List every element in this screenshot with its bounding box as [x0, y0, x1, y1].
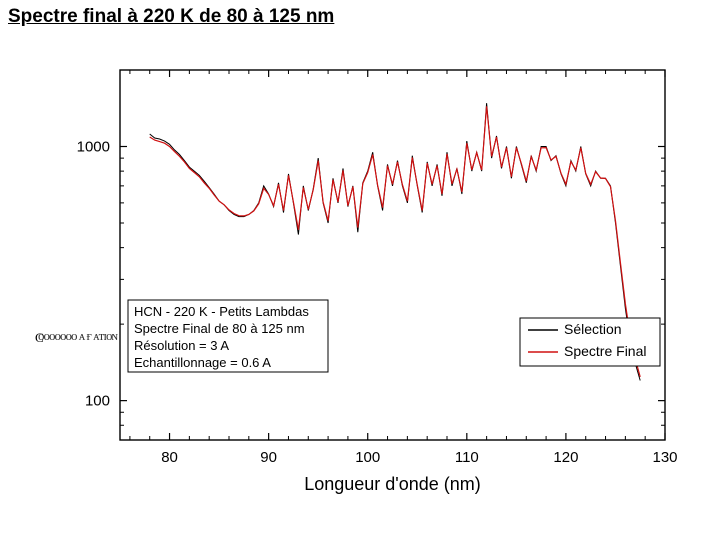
y-axis-label-overlap2: ᴏᴏᴏᴏᴏᴏᴏ ᴀ ғ ᴀᴛɪᴏɴ [38, 328, 118, 343]
legend-label: Spectre Final [564, 343, 646, 359]
x-tick-label: 80 [161, 449, 178, 466]
info-box-line: Spectre Final de 80 à 125 nm [134, 321, 305, 336]
info-box-line: Echantillonnage = 0.6 A [134, 355, 271, 370]
info-box-line: Résolution = 3 A [134, 338, 229, 353]
x-tick-label: 110 [455, 449, 479, 466]
page-title: Spectre final à 220 K de 80 à 125 nm [8, 6, 334, 28]
x-axis-label: Longueur d'onde (nm) [304, 474, 481, 494]
y-tick-label: 1000 [77, 139, 110, 156]
legend-label: Sélection [564, 321, 622, 337]
x-tick-label: 120 [553, 449, 578, 466]
y-tick-label: 100 [85, 393, 110, 410]
plot-frame [120, 70, 665, 440]
x-tick-label: 100 [355, 449, 380, 466]
info-box-line: HCN - 220 K - Petits Lambdas [134, 304, 309, 319]
spectrum-chart: 80 90 100 110 120 130 100 1000 HCN - 220 K - P… [0, 0, 720, 540]
x-tick-label: 90 [260, 449, 277, 466]
x-tick-label: 130 [652, 449, 677, 466]
